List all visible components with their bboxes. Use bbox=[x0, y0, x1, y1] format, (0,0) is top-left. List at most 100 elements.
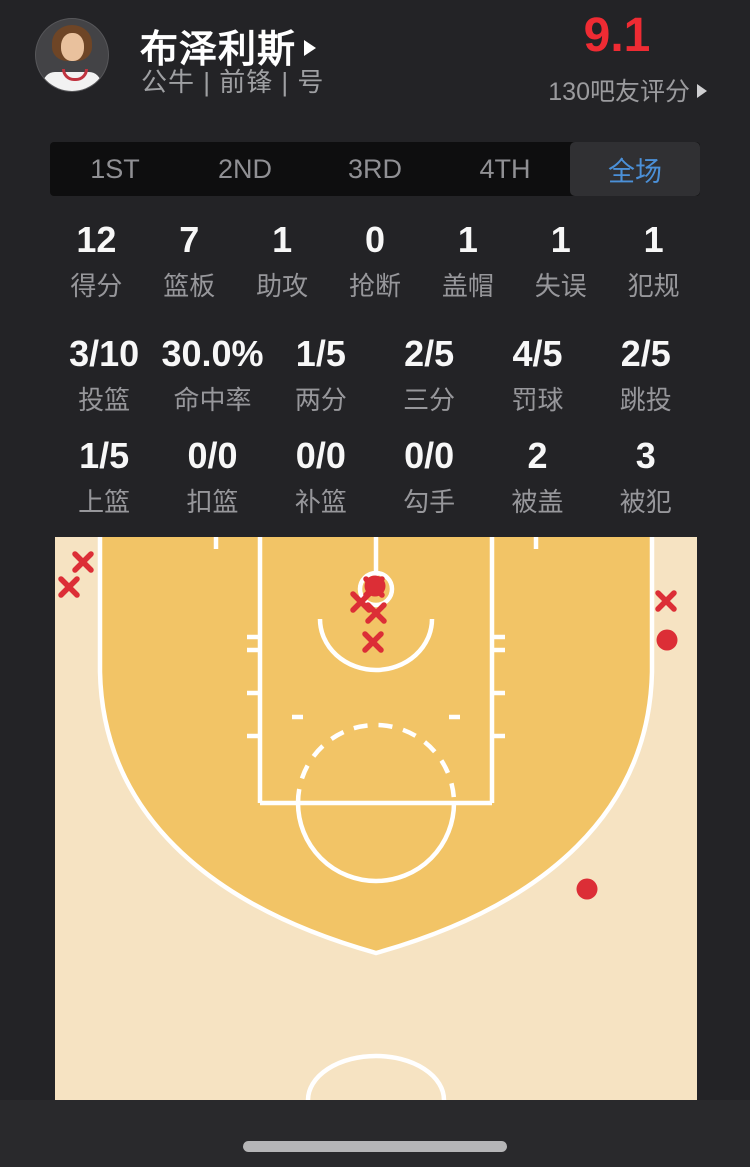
tab-4TH[interactable]: 4TH bbox=[479, 153, 531, 184]
made-shot-marker bbox=[364, 575, 386, 597]
restricted-arc bbox=[317, 618, 435, 673]
stat-两分: 1/5 两分 bbox=[267, 334, 375, 417]
bottom-bar bbox=[0, 1100, 750, 1167]
stat-value: 7 bbox=[179, 219, 200, 260]
half-court-circle bbox=[305, 1053, 447, 1101]
three-point-line bbox=[97, 537, 655, 956]
stat-value: 1 bbox=[550, 219, 571, 260]
stat-投篮: 3/10 投篮 bbox=[50, 334, 158, 417]
stat-label: 扣篮 bbox=[186, 487, 239, 517]
stat-label: 投篮 bbox=[78, 385, 131, 415]
stat-label: 犯规 bbox=[627, 271, 680, 301]
stat-label: 被犯 bbox=[619, 487, 672, 517]
stat-value: 2/5 bbox=[404, 333, 455, 374]
avatar-jersey bbox=[43, 72, 101, 91]
stat-上篮: 1/5 上篮 bbox=[50, 436, 158, 519]
tab-3RD[interactable]: 3RD bbox=[347, 153, 402, 184]
stat-label: 被盖 bbox=[511, 487, 564, 517]
stats-row-3: 1/5 上篮 0/0 扣篮 0/0 补篮 0/0 勾手 2 被盖 3 被犯 bbox=[50, 436, 700, 519]
stat-value: 0/0 bbox=[187, 435, 238, 476]
stat-value: 2/5 bbox=[620, 333, 671, 374]
stat-三分: 2/5 三分 bbox=[375, 334, 483, 417]
avatar-face bbox=[61, 33, 84, 61]
rating-caption[interactable]: 130吧友评分 bbox=[548, 72, 707, 108]
missed-shot-marker bbox=[365, 602, 387, 624]
player-info: 公牛 | 前锋 | 号 bbox=[141, 67, 325, 97]
free-throw-circle-solid bbox=[295, 802, 457, 884]
stat-label: 篮板 bbox=[163, 271, 216, 301]
player-avatar[interactable] bbox=[36, 19, 108, 91]
stat-value: 0/0 bbox=[295, 435, 346, 476]
court-svg bbox=[55, 537, 697, 1101]
stat-助攻: 1 助攻 bbox=[236, 220, 329, 303]
stat-罚球: 4/5 罚球 bbox=[483, 334, 591, 417]
stat-value: 1 bbox=[643, 219, 664, 260]
stat-label: 盖帽 bbox=[441, 271, 494, 301]
stats-row-2: 3/10 投篮 30.0% 命中率 1/5 两分 2/5 三分 4/5 罚球 2/5 跳投 bbox=[50, 334, 700, 417]
rim-circle bbox=[357, 570, 395, 608]
stat-label: 得分 bbox=[70, 271, 123, 301]
missed-shot-marker bbox=[362, 631, 384, 653]
rating-caption-label: 130吧友评分 bbox=[548, 78, 690, 106]
stat-label: 命中率 bbox=[173, 385, 252, 415]
stat-label: 勾手 bbox=[403, 487, 456, 517]
stat-补篮: 0/0 补篮 bbox=[267, 436, 375, 519]
shot-chart bbox=[55, 537, 697, 1101]
stat-label: 上篮 bbox=[78, 487, 131, 517]
court-lines bbox=[97, 537, 655, 1101]
stat-勾手: 0/0 勾手 bbox=[375, 436, 483, 519]
stat-value: 3/10 bbox=[69, 333, 140, 374]
player-name-row[interactable]: 布泽利斯 bbox=[140, 18, 317, 73]
stat-被盖: 2 被盖 bbox=[483, 436, 591, 519]
stat-value: 0 bbox=[364, 219, 386, 260]
stat-value: 30.0% bbox=[161, 333, 264, 374]
tab-2ND[interactable]: 2ND bbox=[217, 153, 272, 184]
stat-扣篮: 0/0 扣篮 bbox=[158, 436, 266, 519]
stat-失误: 1 失误 bbox=[514, 220, 607, 303]
stat-label: 三分 bbox=[403, 385, 456, 415]
stat-value: 4/5 bbox=[512, 333, 563, 374]
stats-row-1: 12 得分 7 篮板 1 助攻 0 抢断 1 盖帽 1 失误 1 犯规 bbox=[50, 220, 700, 303]
missed-shot-marker bbox=[655, 590, 677, 612]
stat-value: 1/5 bbox=[79, 435, 130, 476]
stat-犯规: 1 犯规 bbox=[607, 220, 700, 303]
free-throw-circle-dashed bbox=[295, 722, 457, 804]
stat-命中率: 30.0% 命中率 bbox=[158, 334, 266, 417]
missed-shot-marker bbox=[58, 576, 80, 598]
stat-盖帽: 1 盖帽 bbox=[421, 220, 514, 303]
stat-value: 1 bbox=[457, 219, 478, 260]
stat-label: 抢断 bbox=[349, 271, 402, 301]
stat-抢断: 0 抢断 bbox=[329, 220, 422, 303]
quarter-tabs: 1ST 2ND 3RD 4TH 全场 bbox=[50, 142, 700, 196]
stat-value: 12 bbox=[76, 219, 117, 260]
stat-跳投: 2/5 跳投 bbox=[592, 334, 700, 417]
tab-全场[interactable]: 全场 bbox=[570, 142, 700, 196]
stat-被犯: 3 被犯 bbox=[592, 436, 700, 519]
missed-shot-marker bbox=[350, 591, 372, 613]
stat-label: 两分 bbox=[294, 385, 347, 415]
tab-1ST[interactable]: 1ST bbox=[90, 153, 140, 184]
stat-value: 3 bbox=[635, 435, 656, 476]
stat-label: 跳投 bbox=[619, 385, 672, 415]
player-rating: 9.1 bbox=[583, 9, 651, 62]
arrow-right-icon bbox=[304, 39, 317, 56]
shot-markers bbox=[58, 551, 678, 900]
made-shot-marker bbox=[656, 629, 678, 651]
stat-label: 补篮 bbox=[294, 487, 347, 517]
stat-label: 罚球 bbox=[511, 385, 564, 415]
stat-value: 0/0 bbox=[404, 435, 455, 476]
arrow-right-icon bbox=[697, 84, 707, 98]
stat-得分: 12 得分 bbox=[50, 220, 143, 303]
stat-篮板: 7 篮板 bbox=[143, 220, 236, 303]
stat-label: 助攻 bbox=[256, 271, 309, 301]
stat-value: 1 bbox=[272, 219, 293, 260]
stat-value: 1/5 bbox=[295, 333, 346, 374]
stat-label: 失误 bbox=[534, 271, 587, 301]
player-name: 布泽利斯 bbox=[140, 29, 297, 71]
stat-value: 2 bbox=[527, 435, 548, 476]
court-inside-area bbox=[100, 537, 652, 953]
made-shot-marker bbox=[576, 878, 598, 900]
home-indicator[interactable] bbox=[243, 1141, 507, 1152]
missed-shot-marker bbox=[72, 551, 94, 573]
